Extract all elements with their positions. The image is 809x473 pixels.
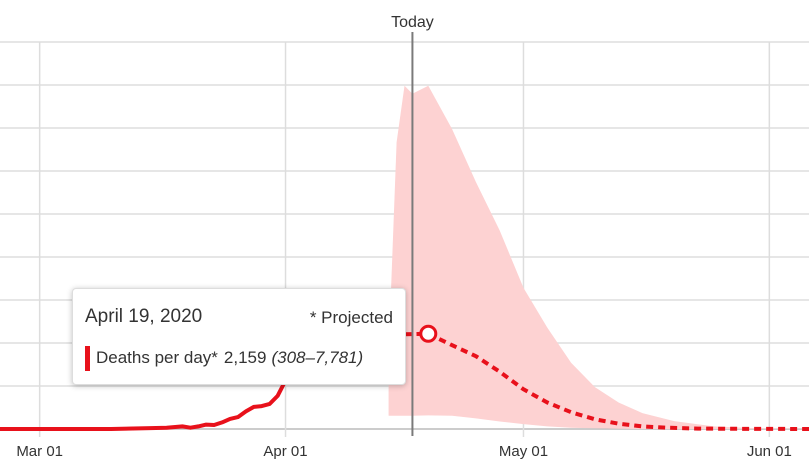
x-tick-label: Jun 01 <box>747 443 792 460</box>
projected-deaths-line <box>404 331 809 431</box>
x-tick-label: May 01 <box>499 443 548 460</box>
x-axis-ticks: Mar 01 Apr 01 May 01 Jun 01 <box>16 443 792 460</box>
tooltip-series-swatch <box>85 346 90 371</box>
today-label: Today <box>391 14 434 31</box>
highlight-layer <box>419 324 438 343</box>
x-tick-label: Apr 01 <box>263 443 307 460</box>
tooltip-series-label: Deaths per day* <box>96 348 218 367</box>
tooltip-value: 2,159 <box>223 348 267 367</box>
uncertainty-band-layer <box>388 85 809 430</box>
x-tick-label: Mar 01 <box>16 443 63 460</box>
uncertainty-band <box>388 85 809 430</box>
tooltip-projected-note: * Projected <box>309 308 393 327</box>
tooltip-date: April 19, 2020 <box>85 306 203 327</box>
tooltip-range: (308–7,781) <box>271 348 364 367</box>
chart-tooltip: April 19, 2020 * Projected Deaths per da… <box>72 288 406 385</box>
today-marker-layer: Today <box>391 14 434 436</box>
tooltip-row: Deaths per day* 2,159 (308–7,781) <box>96 348 363 368</box>
highlight-point <box>419 324 438 343</box>
